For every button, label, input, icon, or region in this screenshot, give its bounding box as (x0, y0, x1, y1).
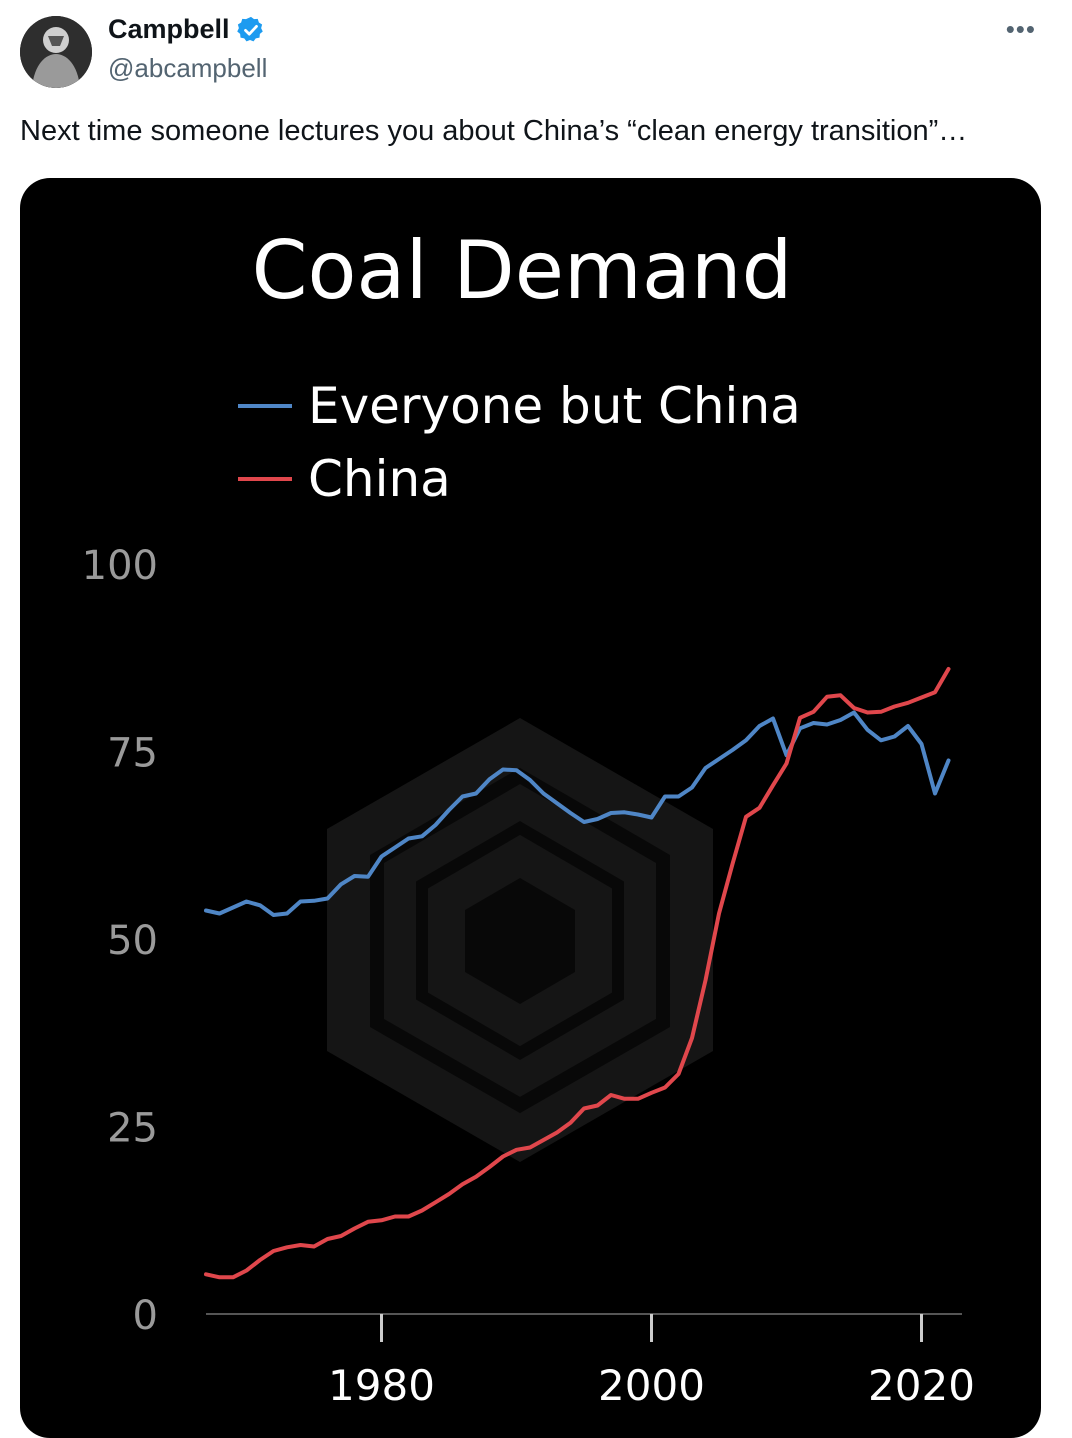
x-tick-label: 2020 (868, 1361, 975, 1410)
avatar-image (20, 16, 92, 88)
series-line-everyone-but-china (204, 710, 951, 917)
y-tick-label: 25 (107, 1106, 158, 1152)
avatar[interactable] (20, 16, 92, 88)
chart-title: Coal Demand (252, 224, 793, 317)
legend-label-everyone-but-china: Everyone but China (308, 377, 801, 435)
tweet-text: Next time someone lectures you about Chi… (20, 115, 968, 147)
y-tick-label: 50 (107, 918, 158, 964)
coal-demand-chart: Coal Demand Everyone but China China 0 25… (82, 224, 975, 1410)
author-name-row[interactable]: Campbell (108, 14, 266, 45)
x-tick-label: 2000 (598, 1361, 705, 1410)
legend-label-china: China (308, 450, 451, 508)
x-tick-label: 1980 (328, 1361, 435, 1410)
verified-badge-icon (236, 16, 263, 41)
y-tick-label: 0 (133, 1293, 158, 1339)
watermark-logo (327, 718, 713, 1162)
y-tick-label: 75 (107, 731, 158, 777)
y-tick-label: 100 (82, 543, 158, 589)
author-handle[interactable]: @abcampbell (108, 53, 268, 83)
author-name[interactable]: Campbell (108, 14, 230, 44)
tweet-media-chart[interactable]: Coal Demand Everyone but China China 0 25… (20, 178, 1041, 1438)
more-options-icon[interactable]: ••• (1005, 14, 1036, 44)
series-line-china (204, 667, 951, 1280)
